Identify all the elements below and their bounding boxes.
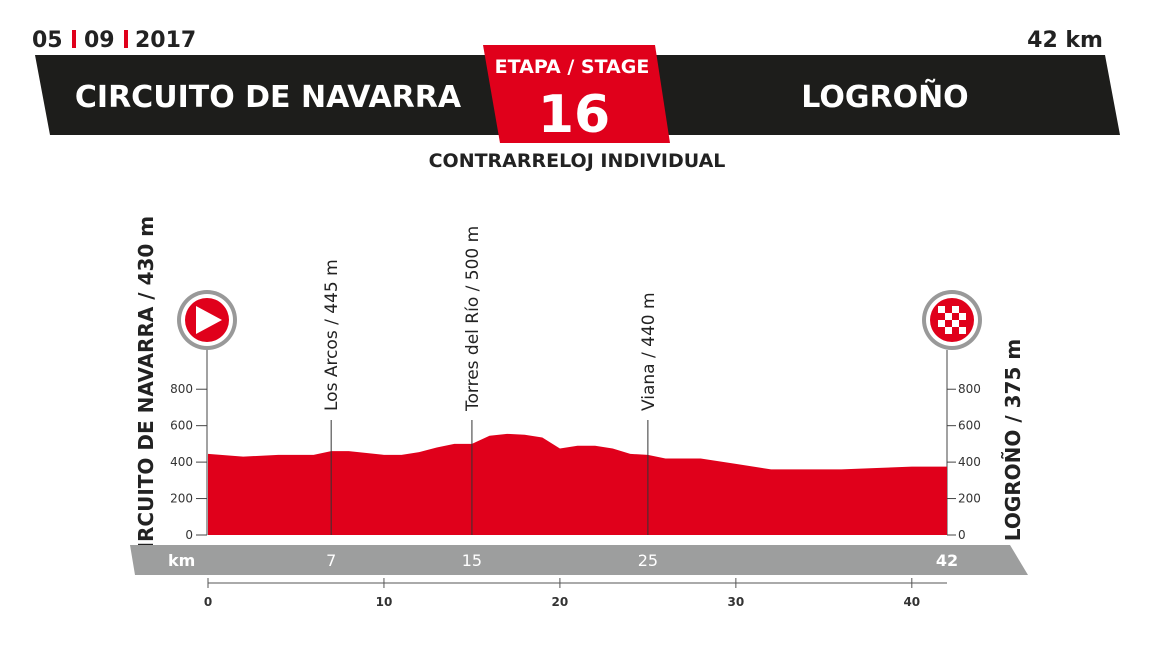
km-label: km: [168, 551, 195, 570]
km-mark: 7: [326, 551, 336, 570]
y-tick-label: 0: [958, 528, 966, 542]
date-year: 2017: [135, 28, 196, 53]
y-tick-label: 600: [958, 419, 981, 433]
y-tick-label: 800: [170, 382, 193, 396]
place-label: Los Arcos / 445 m: [322, 259, 342, 411]
finish-name: LOGROÑO: [801, 78, 968, 115]
x-tick-label: 20: [552, 595, 569, 609]
separator: [124, 30, 128, 48]
date-day: 05: [32, 28, 63, 53]
x-tick-label: 0: [204, 595, 212, 609]
stage-label: ETAPA / STAGE: [495, 56, 650, 78]
subtitle: CONTRARRELOJ INDIVIDUAL: [429, 150, 726, 172]
place-label: Torres del Río / 500 m: [463, 226, 483, 412]
y-tick-label: 200: [170, 492, 193, 506]
km-bar: [130, 545, 1028, 575]
start-banner: [35, 55, 520, 135]
stage-number: 16: [538, 85, 610, 145]
x-tick-label: 30: [728, 595, 745, 609]
distance: 42 km: [1027, 28, 1103, 53]
elevation-area: [208, 433, 947, 535]
km-mark: 25: [638, 551, 658, 570]
finish-banner: [650, 55, 1120, 135]
y-tick-label: 400: [958, 455, 981, 469]
y-tick-label: 600: [170, 419, 193, 433]
x-tick-label: 40: [903, 595, 920, 609]
finish-icon: [922, 290, 982, 350]
x-tick-label: 10: [376, 595, 393, 609]
y-tick-label: 400: [170, 455, 193, 469]
date-month: 09: [84, 28, 115, 53]
separator: [72, 30, 76, 48]
start-name: CIRCUITO DE NAVARRA: [75, 80, 462, 115]
y-tick-label: 800: [958, 382, 981, 396]
start-label: CIRCUITO DE NAVARRA / 430 m: [134, 216, 158, 564]
km-mark: 15: [462, 551, 482, 570]
y-tick-label: 200: [958, 492, 981, 506]
start-icon: [177, 290, 237, 350]
place-label: Viana / 440 m: [639, 292, 659, 411]
km-mark: 42: [936, 551, 958, 570]
stage-badge: [483, 45, 670, 143]
y-tick-label: 0: [185, 528, 193, 542]
finish-label: LOGROÑO / 375 m: [1001, 339, 1025, 541]
